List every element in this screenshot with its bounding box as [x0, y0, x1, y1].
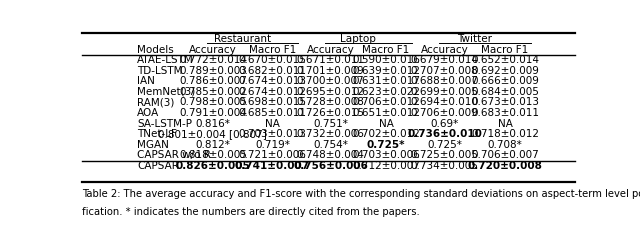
Text: 0.818±0.005: 0.818±0.005 [179, 150, 247, 160]
Text: 0.754*: 0.754* [313, 140, 348, 150]
Text: 0.679±0.014: 0.679±0.014 [411, 55, 479, 65]
Text: 0.631±0.017: 0.631±0.017 [352, 76, 420, 86]
Text: 0.683±0.011: 0.683±0.011 [471, 108, 539, 118]
Text: CAPSAR w/o R: CAPSAR w/o R [137, 150, 211, 160]
Text: Macro F1: Macro F1 [481, 45, 529, 54]
Text: 0.688±0.007: 0.688±0.007 [411, 76, 479, 86]
Text: 0.670±0.015: 0.670±0.015 [239, 55, 307, 65]
Text: NA: NA [379, 119, 394, 129]
Text: TD-LSTM: TD-LSTM [137, 66, 182, 76]
Text: 0.728±0.008: 0.728±0.008 [296, 98, 364, 107]
Text: Table 2: The average accuracy and F1-score with the corresponding standard devia: Table 2: The average accuracy and F1-sco… [83, 189, 640, 199]
Text: RAM(3): RAM(3) [137, 98, 175, 107]
Text: Accuracy: Accuracy [420, 45, 468, 54]
Text: 0.816*: 0.816* [195, 119, 230, 129]
Text: 0.721±0.006: 0.721±0.006 [239, 150, 307, 160]
Text: 0.701±0.009: 0.701±0.009 [296, 66, 364, 76]
Text: MemNet(3): MemNet(3) [137, 87, 195, 97]
Text: Twitter: Twitter [458, 34, 492, 44]
Text: IAN: IAN [137, 76, 155, 86]
Text: 0.671±0.011: 0.671±0.011 [296, 55, 365, 65]
Text: 0.712±0.007: 0.712±0.007 [352, 161, 420, 171]
Text: 0.798±0.005: 0.798±0.005 [179, 98, 247, 107]
Text: 0.703±0.013: 0.703±0.013 [239, 129, 307, 139]
Text: 0.748±0.004: 0.748±0.004 [296, 150, 364, 160]
Text: 0.726±0.015: 0.726±0.015 [296, 108, 365, 118]
Text: 0.789±0.003: 0.789±0.003 [179, 66, 247, 76]
Text: 0.725*: 0.725* [367, 140, 405, 150]
Text: MGAN: MGAN [137, 140, 169, 150]
Text: 0.812*: 0.812* [195, 140, 230, 150]
Text: 0.706±0.009: 0.706±0.009 [411, 108, 479, 118]
Text: 0.732±0.006: 0.732±0.006 [296, 129, 364, 139]
Text: 0.725*: 0.725* [427, 140, 462, 150]
Text: Models: Models [137, 45, 174, 54]
Text: 0.684±0.005: 0.684±0.005 [471, 87, 539, 97]
Text: 0.698±0.015: 0.698±0.015 [239, 98, 307, 107]
Text: Macro F1: Macro F1 [249, 45, 296, 54]
Text: AOA: AOA [137, 108, 159, 118]
Text: 0.725±0.005: 0.725±0.005 [411, 150, 479, 160]
Text: Restaurant: Restaurant [214, 34, 271, 44]
Text: 0.692±0.009: 0.692±0.009 [471, 66, 539, 76]
Text: TNet-LF: TNet-LF [137, 129, 177, 139]
Text: 0.695±0.012: 0.695±0.012 [296, 87, 365, 97]
Text: 0.751*: 0.751* [313, 119, 348, 129]
Text: Accuracy: Accuracy [307, 45, 355, 54]
Text: 0.590±0.016: 0.590±0.016 [352, 55, 420, 65]
Text: 0.703±0.006: 0.703±0.006 [352, 150, 420, 160]
Text: 0.718±0.012: 0.718±0.012 [471, 129, 539, 139]
Text: 0.786±0.007: 0.786±0.007 [179, 76, 247, 86]
Text: 0.736±0.010: 0.736±0.010 [407, 129, 482, 139]
Text: NA: NA [265, 119, 280, 129]
Text: 0.682±0.011: 0.682±0.011 [239, 66, 307, 76]
Text: NA: NA [498, 119, 513, 129]
Text: 0.702±0.012: 0.702±0.012 [352, 129, 420, 139]
Text: 0.756±0.006: 0.756±0.006 [293, 161, 368, 171]
Text: 0.706±0.012: 0.706±0.012 [352, 98, 420, 107]
Text: 0.69*: 0.69* [431, 119, 459, 129]
Text: 0.791±0.004: 0.791±0.004 [179, 108, 247, 118]
Text: Macro F1: Macro F1 [362, 45, 410, 54]
Text: 0.651±0.012: 0.651±0.012 [352, 108, 420, 118]
Text: 0.700±0.007: 0.700±0.007 [297, 76, 364, 86]
Text: 0.826±0.005: 0.826±0.005 [175, 161, 250, 171]
Text: 0.699±0.005: 0.699±0.005 [411, 87, 479, 97]
Text: 0.741±0.007: 0.741±0.007 [235, 161, 310, 171]
Text: 0.719*: 0.719* [255, 140, 290, 150]
Text: CAPSAR: CAPSAR [137, 161, 179, 171]
Text: Accuracy: Accuracy [189, 45, 237, 54]
Text: ATAE-LSTM: ATAE-LSTM [137, 55, 194, 65]
Text: 0.652±0.014: 0.652±0.014 [471, 55, 539, 65]
Text: Laptop: Laptop [340, 34, 376, 44]
Text: SA-LSTM-P: SA-LSTM-P [137, 119, 192, 129]
Text: 0.694±0.010: 0.694±0.010 [411, 98, 479, 107]
Text: 0.639±0.012: 0.639±0.012 [352, 66, 420, 76]
Text: 0.674±0.013: 0.674±0.013 [239, 76, 307, 86]
Text: 0.708*: 0.708* [488, 140, 522, 150]
Text: 0.734±0.005: 0.734±0.005 [411, 161, 479, 171]
Text: 0.674±0.012: 0.674±0.012 [239, 87, 307, 97]
Text: 0.673±0.013: 0.673±0.013 [471, 98, 539, 107]
Text: 0.785±0.002: 0.785±0.002 [179, 87, 247, 97]
Text: 0.772±0.014: 0.772±0.014 [179, 55, 247, 65]
Text: 0.706±0.007: 0.706±0.007 [471, 150, 539, 160]
Text: 0.707±0.008: 0.707±0.008 [411, 66, 479, 76]
Text: 0.720±0.008: 0.720±0.008 [468, 161, 543, 171]
Text: 0.666±0.009: 0.666±0.009 [471, 76, 539, 86]
Text: 0.685±0.011: 0.685±0.011 [239, 108, 307, 118]
Text: 0.801±0.004 [0.807]: 0.801±0.004 [0.807] [159, 129, 268, 139]
Text: fication. * indicates the numbers are directly cited from the papers.: fication. * indicates the numbers are di… [83, 207, 420, 217]
Text: 0.623±0.022: 0.623±0.022 [352, 87, 420, 97]
